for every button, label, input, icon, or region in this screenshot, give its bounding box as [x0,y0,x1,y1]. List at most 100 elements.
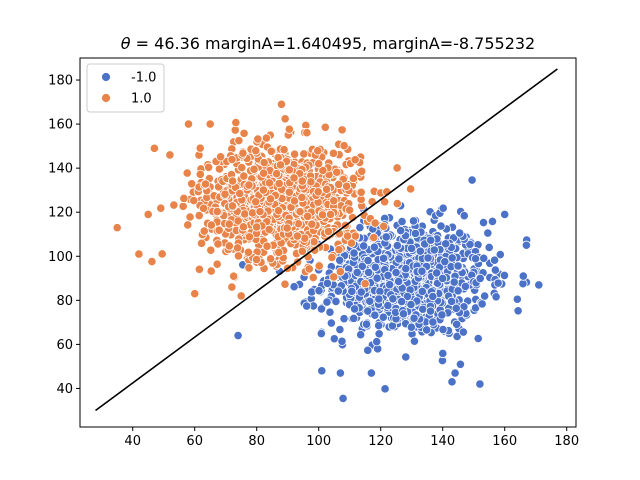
data-point [455,359,466,369]
data-point [335,267,345,277]
data-point [329,334,339,344]
data-point [357,261,367,271]
data-point [451,303,461,313]
data-point [183,119,194,129]
data-point [307,219,317,229]
data-point [415,246,425,256]
data-point [239,171,249,181]
data-point [385,280,395,290]
data-point [374,294,384,304]
legend: -1.0 1.0 [86,63,165,113]
data-point [479,253,489,263]
y-tick-label: 180 [48,74,73,89]
data-point [271,169,282,179]
axes-frame [79,57,577,428]
data-point [369,233,379,243]
data-point [284,124,294,134]
data-point [317,366,327,376]
data-point [455,228,465,238]
data-point [299,149,309,159]
data-point [438,324,448,335]
data-point [274,247,284,257]
data-point [236,291,246,301]
data-point [265,194,276,204]
data-point [206,245,216,255]
title-theta: θ [121,34,131,53]
data-point [326,318,336,328]
data-point [313,146,323,156]
data-point [417,286,427,296]
data-point [297,192,307,203]
data-point [417,266,427,276]
data-point [409,313,419,323]
data-point [396,226,406,236]
data-point [237,162,247,173]
data-point [289,196,300,206]
data-point [521,240,532,250]
data-point [408,216,419,226]
data-point [394,276,404,287]
data-point [251,254,262,265]
data-point [470,254,481,264]
data-point [392,163,402,173]
data-point [459,211,469,221]
data-point [314,286,324,296]
data-point [388,294,398,304]
data-point [227,201,238,211]
data-point [310,245,320,255]
data-point [349,313,359,323]
data-point [316,304,327,314]
data-point [440,257,450,267]
legend-label: 1.0 [131,92,152,107]
data-point [467,175,477,185]
data-point [475,379,485,389]
data-point [322,184,332,194]
data-point [458,327,468,337]
data-point [438,273,448,283]
data-point [182,168,192,178]
data-point [259,157,269,168]
data-point [276,99,287,109]
data-point [227,282,237,292]
data-point [432,268,442,278]
data-point [195,143,205,153]
data-point [447,377,457,387]
data-point [337,336,347,346]
data-point [355,222,365,233]
data-point [233,330,243,341]
data-point [369,242,379,252]
data-point [199,226,209,236]
x-tick-label: 80 [248,434,265,449]
data-point [453,261,463,271]
data-point [350,304,360,314]
data-point [380,384,390,394]
data-point [261,133,272,143]
data-point [284,165,294,175]
data-point [322,297,332,307]
data-point [356,330,366,340]
plot-area: 40 60 80 100 120 140 160 180 40 60 80 100 120 140 160 1… [48,57,579,449]
x-tick-label: 160 [492,434,517,449]
data-point [228,176,238,186]
data-point [252,222,262,232]
x-tick-label: 60 [186,434,203,449]
data-point [273,206,284,216]
data-point [264,224,274,235]
y-tick-label: 80 [56,294,73,309]
y-tick-label: 40 [56,382,73,397]
data-point [397,296,407,307]
data-point [238,222,249,232]
data-point [453,286,463,296]
data-point [342,181,352,191]
data-point [372,273,382,283]
data-point [189,195,199,206]
data-point [484,242,494,253]
x-tick-label: 40 [124,434,141,449]
data-point [398,309,409,319]
data-point [233,251,244,261]
data-point [165,150,175,160]
legend-label: -1.0 [131,71,156,86]
data-point [194,211,204,221]
data-point [204,162,214,172]
